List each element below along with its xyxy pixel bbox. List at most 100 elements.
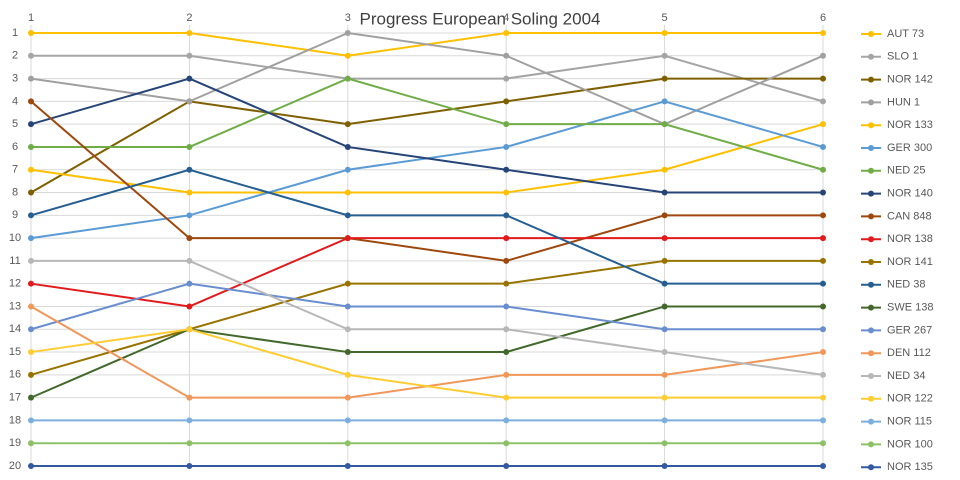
y-tick-label: 11 bbox=[9, 255, 20, 267]
point bbox=[503, 30, 510, 36]
point bbox=[820, 257, 826, 264]
point bbox=[344, 52, 351, 59]
legend-label: CAN 848 bbox=[887, 210, 932, 222]
series-line bbox=[30, 77, 823, 194]
point bbox=[503, 257, 510, 264]
series-line bbox=[30, 31, 824, 126]
series-line bbox=[30, 77, 823, 194]
point bbox=[820, 303, 826, 310]
point bbox=[503, 166, 510, 173]
legend-label: NOR 115 bbox=[887, 416, 932, 428]
legend-label: NED 38 bbox=[887, 279, 926, 291]
legend-marker bbox=[868, 167, 874, 174]
point bbox=[186, 257, 193, 264]
x-tick-label: 4 bbox=[503, 12, 509, 24]
point bbox=[344, 166, 351, 173]
point bbox=[186, 98, 193, 105]
point bbox=[28, 166, 34, 173]
point bbox=[186, 143, 193, 150]
y-tick-label: 10 bbox=[9, 232, 21, 244]
point bbox=[661, 463, 668, 469]
point bbox=[661, 212, 668, 219]
point bbox=[28, 212, 34, 219]
point bbox=[28, 440, 34, 447]
y-tick-label: 6 bbox=[12, 141, 18, 153]
point bbox=[503, 326, 510, 333]
legend-label: NOR 135 bbox=[887, 461, 933, 473]
point bbox=[503, 212, 510, 219]
series bbox=[28, 417, 826, 424]
point bbox=[28, 349, 34, 356]
point bbox=[28, 257, 34, 264]
series-line bbox=[30, 328, 823, 399]
legend-label: GER 267 bbox=[887, 324, 932, 336]
point bbox=[820, 121, 826, 128]
legend-marker bbox=[868, 259, 874, 265]
point bbox=[186, 326, 193, 333]
legend-label: AUT 73 bbox=[887, 28, 924, 40]
x-tick-label: 3 bbox=[345, 12, 351, 24]
point bbox=[661, 189, 668, 196]
series-line bbox=[30, 237, 823, 308]
legend-label: GER 300 bbox=[887, 142, 932, 154]
point bbox=[28, 394, 34, 401]
x-tick-label: 5 bbox=[662, 12, 668, 24]
series-line bbox=[30, 305, 823, 399]
point bbox=[28, 75, 34, 82]
y-tick-label: 3 bbox=[12, 72, 18, 84]
point bbox=[661, 30, 668, 36]
point bbox=[820, 280, 826, 287]
point bbox=[28, 30, 34, 36]
legend-marker bbox=[868, 145, 874, 151]
point bbox=[503, 394, 510, 401]
point bbox=[661, 75, 668, 82]
legend-label: NED 25 bbox=[887, 165, 926, 177]
point bbox=[186, 417, 193, 424]
point bbox=[28, 121, 34, 128]
point bbox=[344, 349, 351, 356]
legend-label: NED 34 bbox=[887, 370, 926, 382]
point bbox=[344, 303, 351, 310]
point bbox=[186, 75, 193, 82]
point bbox=[820, 349, 826, 356]
legend-marker bbox=[868, 99, 874, 106]
legend-label: DEN 112 bbox=[887, 347, 931, 359]
point bbox=[28, 235, 34, 242]
point bbox=[344, 189, 351, 196]
point bbox=[344, 394, 351, 401]
point bbox=[28, 52, 34, 59]
point bbox=[820, 212, 826, 219]
series-line bbox=[31, 54, 824, 103]
point bbox=[503, 440, 510, 447]
legend-marker bbox=[868, 122, 874, 129]
y-tick-label: 1 bbox=[12, 27, 18, 39]
point bbox=[661, 349, 668, 356]
point bbox=[661, 326, 668, 333]
point bbox=[661, 166, 668, 173]
point bbox=[503, 75, 510, 82]
grid bbox=[30, 25, 824, 467]
x-tick-label: 6 bbox=[820, 12, 826, 24]
point bbox=[28, 417, 34, 424]
point bbox=[661, 394, 668, 401]
point bbox=[344, 30, 351, 36]
point bbox=[820, 394, 826, 401]
series bbox=[28, 280, 826, 333]
point bbox=[661, 235, 668, 242]
point bbox=[344, 440, 351, 447]
series-line bbox=[30, 123, 824, 194]
legend-marker bbox=[868, 190, 874, 197]
legend-marker bbox=[868, 441, 874, 448]
series bbox=[28, 463, 826, 469]
point bbox=[344, 212, 351, 219]
series bbox=[28, 326, 826, 401]
legend-marker bbox=[868, 373, 874, 379]
point bbox=[344, 326, 351, 333]
legend-marker bbox=[868, 281, 874, 288]
point bbox=[186, 280, 193, 287]
point bbox=[820, 189, 826, 196]
legend-marker bbox=[868, 76, 874, 83]
point bbox=[661, 98, 668, 105]
x-tick-label: 1 bbox=[28, 12, 34, 24]
legend-label: SWE 138 bbox=[887, 302, 933, 314]
